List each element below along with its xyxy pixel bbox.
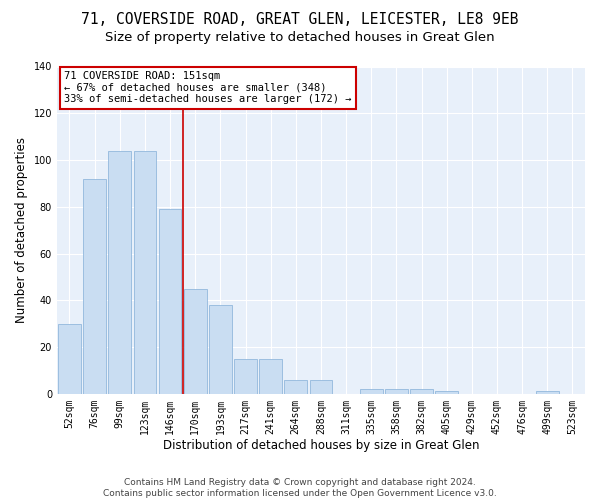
Bar: [184, 288, 206, 394]
Bar: [360, 389, 383, 394]
Bar: [385, 389, 408, 394]
Bar: [284, 380, 307, 394]
Y-axis label: Number of detached properties: Number of detached properties: [15, 137, 28, 323]
Bar: [259, 359, 282, 394]
Bar: [83, 178, 106, 394]
Text: 71, COVERSIDE ROAD, GREAT GLEN, LEICESTER, LE8 9EB: 71, COVERSIDE ROAD, GREAT GLEN, LEICESTE…: [81, 12, 519, 28]
Bar: [159, 209, 181, 394]
Text: 71 COVERSIDE ROAD: 151sqm
← 67% of detached houses are smaller (348)
33% of semi: 71 COVERSIDE ROAD: 151sqm ← 67% of detac…: [64, 71, 352, 104]
Bar: [410, 389, 433, 394]
Bar: [109, 150, 131, 394]
Bar: [436, 392, 458, 394]
Bar: [58, 324, 81, 394]
Bar: [209, 305, 232, 394]
Text: Contains HM Land Registry data © Crown copyright and database right 2024.
Contai: Contains HM Land Registry data © Crown c…: [103, 478, 497, 498]
Bar: [134, 150, 156, 394]
X-axis label: Distribution of detached houses by size in Great Glen: Distribution of detached houses by size …: [163, 440, 479, 452]
Text: Size of property relative to detached houses in Great Glen: Size of property relative to detached ho…: [105, 31, 495, 44]
Bar: [234, 359, 257, 394]
Bar: [536, 392, 559, 394]
Bar: [310, 380, 332, 394]
